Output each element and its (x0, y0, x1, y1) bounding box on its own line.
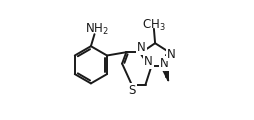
Text: CH$_3$: CH$_3$ (141, 18, 165, 33)
Text: N: N (166, 48, 175, 60)
Text: S: S (128, 84, 135, 96)
Text: N: N (144, 55, 152, 68)
Text: N: N (136, 41, 145, 54)
Text: N: N (160, 57, 168, 70)
Text: NH$_2$: NH$_2$ (85, 22, 108, 37)
